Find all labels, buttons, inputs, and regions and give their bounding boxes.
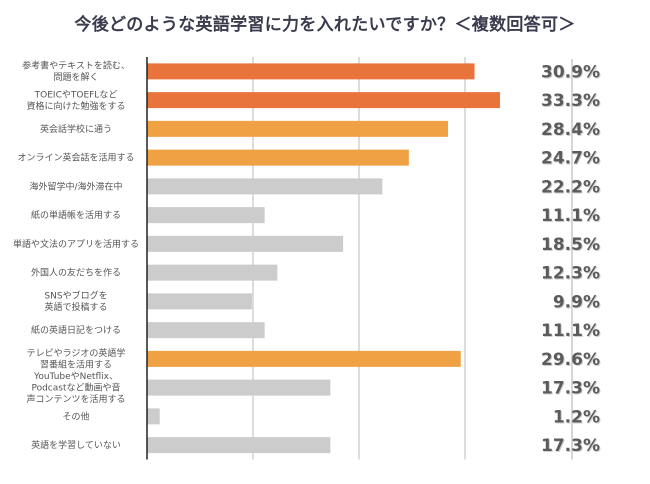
value-label-shadow-12: 1.2% — [554, 408, 601, 428]
value-label-shadow-11: 17.3% — [542, 380, 601, 400]
value-label-4: 22.2% — [541, 177, 600, 197]
bar-8 — [147, 293, 252, 310]
value-label-shadow-5: 11.1% — [542, 207, 601, 227]
value-label-2: 28.4% — [541, 120, 600, 140]
category-label-8: SNSやブログを英語で投稿する — [44, 290, 107, 314]
bar-9 — [147, 322, 265, 339]
value-label-13: 17.3% — [541, 436, 600, 456]
category-label-2: 英会話学校に通う — [40, 123, 112, 135]
value-label-shadow-7: 12.3% — [542, 265, 601, 285]
value-label-shadow-13: 17.3% — [542, 437, 601, 457]
category-label-4: 海外留学中/海外滞在中 — [29, 180, 122, 192]
chart-title: 今後どのような英語学習に力を入れたいですか？＜複数回答可＞ — [74, 15, 576, 35]
bar-11 — [147, 379, 331, 396]
value-label-shadow-10: 29.6% — [542, 351, 601, 371]
bar-0 — [147, 63, 475, 80]
category-label-12: その他 — [62, 410, 89, 422]
gridlines — [252, 57, 466, 460]
bar-3 — [147, 149, 409, 166]
value-label-shadow-6: 18.5% — [542, 236, 601, 256]
category-label-5: 紙の単語帳を活用する — [31, 209, 121, 221]
value-label-shadow-2: 28.4% — [542, 121, 601, 141]
value-labels: 30.9%30.9%33.3%33.3%28.4%28.4%24.7%24.7%… — [541, 62, 601, 457]
value-label-10: 29.6% — [541, 350, 600, 370]
value-label-shadow-0: 30.9% — [542, 63, 601, 83]
value-label-shadow-8: 9.9% — [554, 293, 601, 313]
category-labels: 参考書やテキストを読む、問題を解く TOEICやTOEFLなど資格に向けた勉強をす… — [13, 60, 139, 452]
category-label-10: テレビやラジオの英語学習番組を活用する — [27, 347, 126, 371]
value-label-1: 33.3% — [541, 91, 600, 111]
value-label-11: 17.3% — [541, 379, 600, 399]
bar-6 — [147, 235, 344, 252]
value-label-3: 24.7% — [541, 149, 600, 169]
bar-1 — [147, 92, 500, 109]
value-label-shadow-3: 24.7% — [542, 150, 601, 170]
value-label-8: 9.9% — [553, 292, 600, 312]
bar-13 — [147, 437, 331, 454]
bar-12 — [147, 408, 160, 425]
value-label-shadow-1: 33.3% — [542, 92, 601, 112]
bar-2 — [147, 120, 449, 137]
category-label-13: 英語を学習していない — [31, 439, 121, 451]
value-label-5: 11.1% — [541, 206, 600, 226]
value-label-6: 18.5% — [541, 235, 600, 255]
bar-4 — [147, 178, 383, 195]
category-label-0: 参考書やテキストを読む、問題を解く — [22, 60, 130, 84]
bars — [147, 63, 500, 454]
category-label-11: YouTubeやNetflix、 Podcastなど動画や音声コンテンツを活用する — [26, 371, 125, 405]
category-label-7: 外国人の友だちを作る — [31, 267, 121, 279]
value-label-shadow-4: 22.2% — [542, 178, 601, 198]
value-label-9: 11.1% — [541, 321, 600, 341]
value-label-7: 12.3% — [541, 264, 600, 284]
value-label-12: 1.2% — [553, 407, 600, 427]
value-label-shadow-9: 11.1% — [542, 322, 601, 342]
category-label-6: 単語や文法のアプリを活用する — [13, 238, 139, 250]
bar-5 — [147, 207, 265, 224]
bar-7 — [147, 264, 278, 281]
bar-10 — [147, 350, 461, 367]
category-label-9: 紙の英語日記をつける — [31, 324, 121, 336]
category-label-3: オンライン英会話を活用する — [17, 152, 134, 164]
category-label-1: TOEICやTOEFLなど資格に向けた勉強をする — [26, 89, 125, 112]
value-label-0: 30.9% — [541, 62, 600, 82]
